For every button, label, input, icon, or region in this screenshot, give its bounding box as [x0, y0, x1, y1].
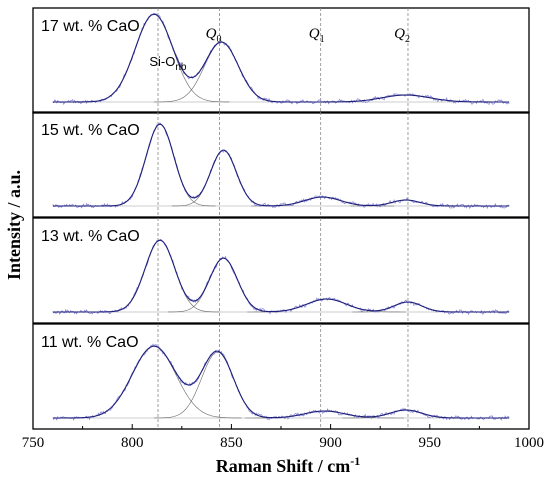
fitted-envelope: [52, 13, 510, 103]
fit-component-2: [171, 149, 276, 207]
panel-1: 17 wt. % CaO: [32, 7, 530, 114]
peak-annotation-main: Q: [394, 26, 405, 42]
x-tick-label: 900: [319, 435, 342, 451]
peak-annotation-sub: nb: [175, 62, 187, 73]
fit-component-1: [100, 239, 220, 313]
panel-label: 17 wt. % CaO: [41, 18, 140, 35]
peak-annotation-3: Q1: [309, 26, 325, 45]
x-tick-label: 1000: [514, 435, 544, 451]
experimental-spectrum: [52, 343, 510, 421]
panel-frame: [32, 7, 530, 114]
fit-component-2: [154, 351, 282, 419]
x-axis-title: Raman Shift / cm-1: [216, 454, 361, 476]
x-axis-title-main: Raman Shift / cm: [216, 456, 351, 476]
panel-3: 13 wt. % CaO: [32, 217, 530, 324]
fitted-envelope: [52, 239, 510, 313]
fitted-envelope: [52, 123, 510, 207]
panel-4: 11 wt. % CaO: [32, 323, 530, 430]
x-tick-label: 750: [22, 435, 45, 451]
panel-label: 11 wt. % CaO: [41, 334, 139, 351]
x-tick-label: 850: [220, 435, 243, 451]
x-axis: 750 800 850 900 950 1000: [22, 424, 544, 451]
fit-component-4: [310, 94, 502, 103]
x-tick-label: 800: [121, 435, 144, 451]
peak-annotation-4: Q2: [394, 26, 410, 45]
x-axis-title-sup: -1: [350, 454, 360, 468]
x-tick-label: 950: [419, 435, 442, 451]
y-axis-title: Intensity / a.u.: [4, 170, 24, 280]
peak-annotation-sub: 1: [320, 34, 325, 45]
fit-component-2: [167, 257, 280, 313]
peak-annotation-sub: 2: [405, 34, 410, 45]
experimental-spectrum: [52, 238, 510, 316]
panel-frame: [32, 111, 530, 218]
panels: 17 wt. % CaO 15 wt. % CaO 13 wt. % CaO 11 w…: [32, 7, 530, 430]
peak-annotation-sub: 0: [216, 34, 221, 45]
panel-frame: [32, 217, 530, 324]
peak-annotation-main: Q: [309, 26, 320, 42]
fitted-envelope: [52, 345, 510, 419]
fit-component-3: [251, 196, 395, 207]
panel-label: 15 wt. % CaO: [41, 122, 140, 139]
peak-annotation-main: Si-O: [149, 54, 175, 69]
panel-2: 15 wt. % CaO: [32, 111, 530, 218]
fit-component-1: [66, 345, 242, 419]
panel-label: 13 wt. % CaO: [41, 228, 140, 245]
peak-annotation-main: Q: [206, 26, 217, 42]
peak-annotation-1: Si-Onb: [149, 54, 187, 73]
peak-annotation-2: Q0: [206, 26, 222, 45]
